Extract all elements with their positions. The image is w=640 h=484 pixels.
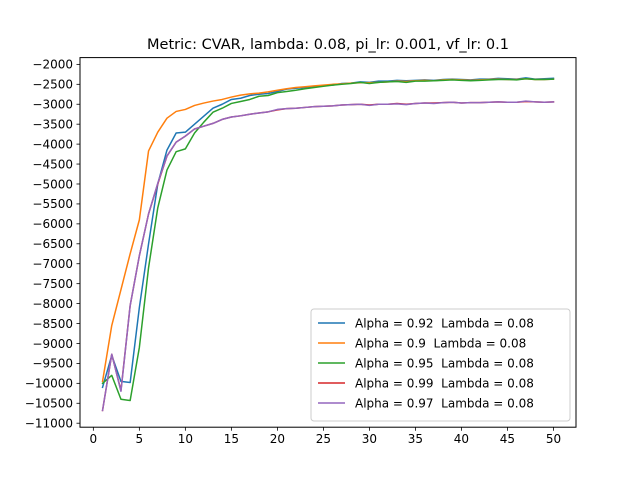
y-tick-label: −2000 xyxy=(32,58,73,72)
x-tick-label: 20 xyxy=(270,432,285,446)
y-tick-label: −11000 xyxy=(25,417,73,431)
y-tick-label: −4500 xyxy=(32,157,73,171)
y-tick-label: −6500 xyxy=(32,237,73,251)
legend-box xyxy=(310,308,571,422)
y-tick-label: −8000 xyxy=(32,297,73,311)
y-tick-label: −7000 xyxy=(32,257,73,271)
legend: Alpha = 0.92 Lambda = 0.08 Alpha = 0.9 La… xyxy=(310,308,571,422)
x-tick-label: 40 xyxy=(454,432,469,446)
x-tick-label: 30 xyxy=(362,432,377,446)
legend-label-2: Alpha = 0.9 Lambda = 0.08 xyxy=(355,336,526,350)
x-tick-label: 35 xyxy=(408,432,423,446)
legend-label-5: Alpha = 0.97 Lambda = 0.08 xyxy=(355,396,534,410)
x-tick-label: 0 xyxy=(90,432,98,446)
y-tick-label: −3000 xyxy=(32,98,73,112)
x-axis: 0 5 10 15 20 25 30 35 40 45 50 xyxy=(90,427,561,446)
legend-label-4: Alpha = 0.99 Lambda = 0.08 xyxy=(355,376,534,390)
plot-frame xyxy=(79,57,577,428)
chart-title: Metric: CVAR, lambda: 0.08, pi_lr: 0.001… xyxy=(147,37,509,53)
x-tick-label: 45 xyxy=(500,432,515,446)
y-tick-label: −9500 xyxy=(32,357,73,371)
x-tick-label: 10 xyxy=(178,432,193,446)
series-line-3 xyxy=(101,77,555,402)
legend-label-1: Alpha = 0.92 Lambda = 0.08 xyxy=(355,316,534,330)
y-tick-label: −5500 xyxy=(32,197,73,211)
y-tick-label: −7500 xyxy=(32,277,73,291)
y-tick-label: −8500 xyxy=(32,317,73,331)
y-tick-label: −10000 xyxy=(25,377,73,391)
series-line-5 xyxy=(101,100,555,412)
y-tick-label: −5000 xyxy=(32,177,73,191)
legend-label-3: Alpha = 0.95 Lambda = 0.08 xyxy=(355,356,534,370)
x-tick-label: 5 xyxy=(136,432,144,446)
y-axis: −11000 −10500 −10000 −9500 −9000 −8500 −8000 −7… xyxy=(25,58,80,431)
x-tick-label: 15 xyxy=(224,432,239,446)
y-tick-label: −4000 xyxy=(32,137,73,151)
y-tick-label: −9000 xyxy=(32,337,73,351)
x-tick-label: 50 xyxy=(546,432,561,446)
y-tick-label: −10500 xyxy=(25,397,73,411)
series-layer xyxy=(101,77,555,412)
y-tick-label: −2500 xyxy=(32,78,73,92)
x-tick-label: 25 xyxy=(316,432,331,446)
y-tick-label: −3500 xyxy=(32,117,73,131)
y-tick-label: −6000 xyxy=(32,217,73,231)
